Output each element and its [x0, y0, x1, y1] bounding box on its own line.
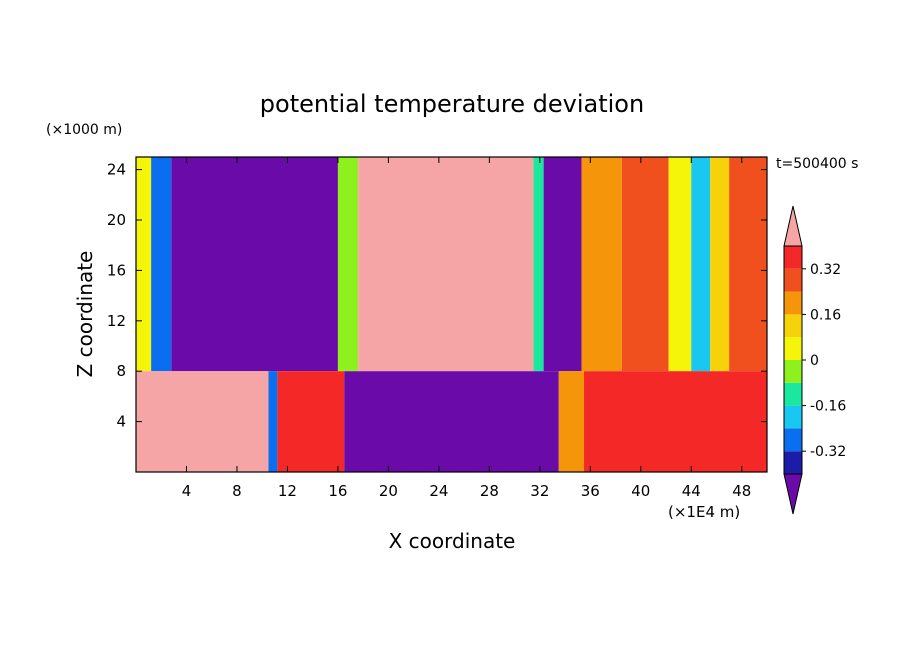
plot-frame: [135, 156, 768, 473]
x-axis-label: X coordinate: [389, 529, 516, 553]
lower-column-3: [344, 371, 559, 472]
x-tick-label: 44: [682, 482, 701, 500]
y-unit-label: (×1000 m): [46, 122, 122, 138]
colorbar-segment: [784, 428, 802, 452]
y-axis: 4 8 12 16 20 24: [107, 161, 767, 431]
colorbar-tick-label: 0.32: [810, 262, 841, 278]
x-tick-label: 16: [328, 482, 347, 500]
colorbar-segment: [784, 451, 802, 474]
x-tick-label: 40: [631, 482, 650, 500]
upper-column-8: [621, 157, 669, 372]
colorbar-segment: [784, 268, 802, 292]
upper-column-6: [543, 157, 582, 372]
upper-column-12: [729, 157, 767, 372]
colorbar: 0.32 0.16 0 -0.16 -0.32: [783, 205, 846, 515]
upper-column-1: [151, 157, 172, 372]
y-tick-label: 12: [107, 312, 126, 330]
y-tick-label: 24: [107, 161, 126, 179]
colorbar-min-arrow: [783, 473, 803, 515]
chart-title: potential temperature deviation: [260, 90, 644, 118]
upper-column-2: [171, 157, 338, 372]
x-tick-label: 32: [530, 482, 549, 500]
time-label: t=500400 s: [776, 156, 858, 172]
colorbar-segment: [784, 337, 802, 360]
colorbar-tick-label: 0: [810, 353, 819, 369]
lower-column-1: [268, 371, 278, 472]
upper-column-5: [533, 157, 544, 372]
colorbar-tick-label: -0.16: [810, 399, 846, 415]
lower-column-0: [136, 371, 269, 472]
colorbar-segment: [784, 360, 802, 383]
upper-column-4: [358, 157, 534, 372]
x-tick-label: 8: [232, 482, 242, 500]
x-tick-label: 48: [732, 482, 751, 500]
upper-column-0: [136, 157, 152, 372]
upper-column-7: [581, 157, 622, 372]
colorbar-tick-label: 0.16: [810, 307, 841, 323]
colorbar-segment: [784, 314, 802, 338]
y-axis-label: Z coordinate: [73, 251, 97, 378]
lower-column-2: [277, 371, 345, 472]
y-tick-label: 16: [107, 261, 126, 279]
x-tick-label: 20: [379, 482, 398, 500]
colorbar-tick-label: -0.32: [810, 444, 846, 460]
plot-area: [136, 157, 767, 472]
x-tick-label: 36: [581, 482, 600, 500]
x-tick-label: 12: [278, 482, 297, 500]
upper-column-10: [691, 157, 711, 372]
x-axis: 4 8 12 16 20 24 28 32 36 40 44 48: [182, 157, 751, 500]
upper-column-3: [337, 157, 359, 372]
upper-column-11: [710, 157, 730, 372]
upper-column-9: [668, 157, 692, 372]
colorbar-segment: [784, 246, 802, 269]
x-unit-label: (×1E4 m): [668, 503, 740, 521]
colorbar-segment: [784, 291, 802, 315]
x-tick-label: 4: [182, 482, 192, 500]
lower-column-4: [558, 371, 585, 472]
x-tick-label: 28: [480, 482, 499, 500]
colorbar-max-arrow: [783, 205, 803, 247]
y-tick-label: 4: [116, 413, 126, 431]
colorbar-segment: [784, 405, 802, 429]
y-tick-label: 8: [116, 362, 126, 380]
colorbar-segment: [784, 382, 802, 406]
lower-column-5: [584, 371, 767, 472]
x-tick-label: 24: [429, 482, 448, 500]
y-tick-label: 20: [107, 211, 126, 229]
